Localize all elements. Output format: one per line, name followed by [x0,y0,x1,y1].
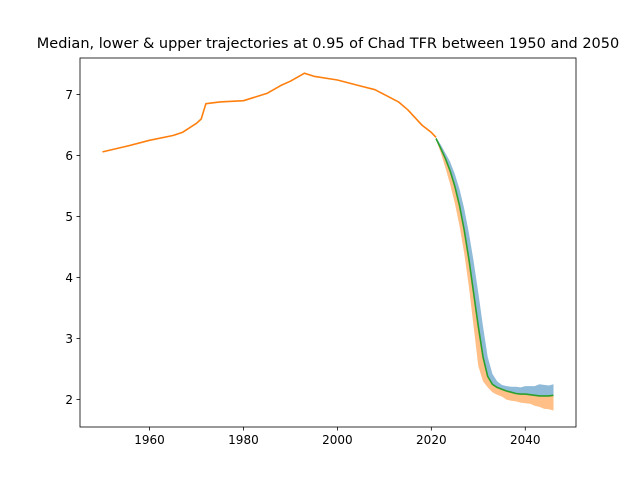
y-tick-label: 6 [65,149,73,163]
x-tick-label: 2020 [416,433,447,447]
plot-frame [79,57,577,428]
x-axis: 1960 1980 2000 2020 2040 [134,427,541,447]
x-tick-label: 2000 [322,433,353,447]
x-tick-label: 2040 [510,433,541,447]
x-tick-label: 1960 [134,433,165,447]
confidence-bands [436,137,554,411]
y-tick-label: 7 [65,88,73,102]
series-lines [102,72,554,397]
historical-line [102,72,437,153]
y-tick-label: 5 [65,210,73,224]
y-tick-label: 4 [65,271,73,285]
y-tick-label: 2 [65,393,73,407]
y-axis: 2 3 4 5 6 7 [65,88,80,407]
y-tick-label: 3 [65,332,73,346]
x-tick-label: 1980 [228,433,259,447]
median-line [435,138,554,397]
upper-band [436,137,554,396]
chart-title: Median, lower & upper trajectories at 0.… [37,36,619,52]
